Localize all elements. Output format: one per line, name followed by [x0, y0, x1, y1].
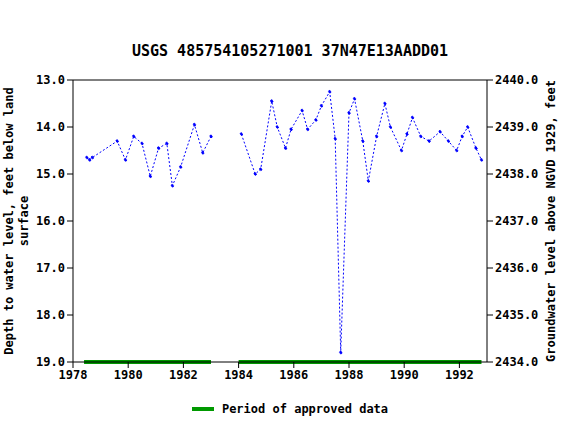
- svg-text:1984: 1984: [224, 368, 253, 382]
- svg-text:18.0: 18.0: [36, 308, 65, 322]
- svg-text:1980: 1980: [114, 368, 143, 382]
- svg-text:19.0: 19.0: [36, 355, 65, 369]
- html-text:Period of approved data: Period of approved data: [221, 402, 389, 416]
- html-text:USGS 485754105271001 37N47E13A: USGS 485754105271001 37N47E13AADD01: [132, 42, 448, 60]
- svg-text:1990: 1990: [390, 368, 419, 382]
- svg-text:2434.0: 2434.0: [495, 355, 538, 369]
- svg-text:1978: 1978: [59, 368, 88, 382]
- svg-text:2440.0: 2440.0: [495, 73, 538, 87]
- svg-text:1986: 1986: [279, 368, 308, 382]
- html-text:Depth to water level, feet bel: Depth to water level, feet below land su…: [2, 87, 31, 355]
- svg-text:17.0: 17.0: [36, 261, 65, 275]
- svg-text:2439.0: 2439.0: [495, 120, 538, 134]
- svg-text:2436.0: 2436.0: [495, 261, 538, 275]
- svg-text:2437.0: 2437.0: [495, 214, 538, 228]
- html-text:Groundwater level above NGVD 1: Groundwater level above NGVD 1929, feet: [544, 80, 558, 362]
- svg-text:1992: 1992: [445, 368, 474, 382]
- svg-text:13.0: 13.0: [36, 73, 65, 87]
- svg-text:2435.0: 2435.0: [495, 308, 538, 322]
- svg-text:14.0: 14.0: [36, 120, 65, 134]
- svg-text:16.0: 16.0: [36, 214, 65, 228]
- svg-text:1988: 1988: [335, 368, 364, 382]
- svg-text:15.0: 15.0: [36, 167, 65, 181]
- svg-text:2438.0: 2438.0: [495, 167, 538, 181]
- svg-text:1982: 1982: [169, 368, 198, 382]
